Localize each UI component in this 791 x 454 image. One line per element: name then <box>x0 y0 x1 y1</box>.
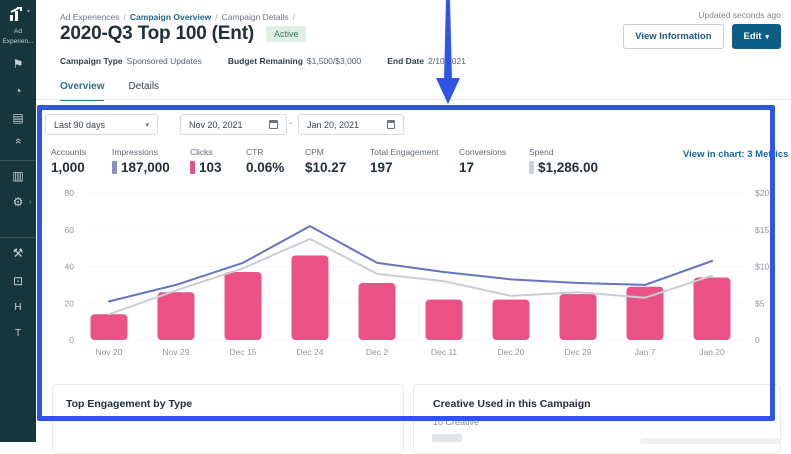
meta-label: End Date <box>387 56 425 66</box>
top-engagement-card: Top Engagement by Type <box>52 384 404 454</box>
clicks-color-chip <box>190 161 195 174</box>
metric-conversions: Conversions 17 <box>459 147 507 175</box>
tab-bar: Overview Details <box>60 81 159 101</box>
tools-icon[interactable]: ⚒ <box>12 246 24 260</box>
svg-text:$20: $20 <box>755 188 769 198</box>
end-date-input[interactable] <box>298 114 404 135</box>
svg-text:0: 0 <box>69 335 74 345</box>
updated-timestamp: Updated seconds ago <box>698 10 781 20</box>
svg-text:Dec 11: Dec 11 <box>431 347 458 357</box>
performance-chart: 0 0 20 $5 40 $10 60 $15 80 $20 Nov 20 Nov 29 Dec 15 D… <box>65 188 770 357</box>
calendar-icon <box>387 120 395 129</box>
svg-text:Nov 29: Nov 29 <box>163 347 190 357</box>
impressions-color-chip <box>112 161 117 174</box>
metric-ctr: CTR 0.06% <box>246 147 285 175</box>
svg-text:Dec 15: Dec 15 <box>230 347 257 357</box>
svg-text:Jan 7: Jan 7 <box>635 347 656 357</box>
analytics-logo-icon <box>10 5 22 21</box>
metric-cpm: CPM $10.27 <box>305 147 347 175</box>
sidebar-divider <box>0 160 36 161</box>
page-title: 2020-Q3 Top 100 (Ent) <box>60 23 254 44</box>
svg-text:$10: $10 <box>755 262 769 272</box>
start-date-input[interactable] <box>180 114 287 135</box>
headline-icon[interactable]: H <box>14 302 22 313</box>
start-date-value[interactable] <box>189 119 269 130</box>
view-in-chart-dropdown[interactable]: View in chart: 3 Metrics▾ <box>683 149 789 160</box>
tab-details[interactable]: Details <box>128 81 160 92</box>
meta-value: Sponsored Updates <box>126 56 202 66</box>
spend-color-chip <box>529 161 534 174</box>
svg-text:Jan 20: Jan 20 <box>699 347 725 357</box>
metric-impressions: Impressions 187,000 <box>112 147 170 175</box>
gauge-icon[interactable]: ◔ <box>14 84 22 98</box>
meta-value: 2/10/2021 <box>428 56 466 66</box>
svg-text:$5: $5 <box>755 298 765 308</box>
gear-chevron-icon: › <box>29 197 32 206</box>
text-tool-icon[interactable]: T <box>14 328 22 339</box>
breadcrumb-item[interactable]: Ad Experiences <box>60 12 120 22</box>
svg-text:0: 0 <box>755 335 760 345</box>
breadcrumb: Ad Experiences / Campaign Overview / Campaig… <box>60 12 296 22</box>
annotation-arrow-icon <box>436 0 460 104</box>
metric-spend: Spend $1,286.00 <box>529 147 599 175</box>
svg-text:Dec 2: Dec 2 <box>366 347 388 357</box>
view-information-button[interactable]: View Information <box>623 24 724 49</box>
app-logo[interactable]: ▾ Ad Experien... <box>0 5 36 46</box>
gear-icon[interactable]: ⚙ <box>12 195 24 209</box>
card-title: Creative Used in this Campaign <box>433 398 591 410</box>
svg-text:$15: $15 <box>755 225 769 235</box>
edit-button[interactable]: Edit ▾ <box>731 24 781 49</box>
svg-text:Nov 20: Nov 20 <box>96 347 123 357</box>
breadcrumb-item[interactable]: Campaign Details <box>221 12 289 22</box>
logo-label-line1: Ad <box>14 28 22 35</box>
breadcrumb-item-campaign-overview[interactable]: Campaign Overview <box>129 12 212 22</box>
metric-clicks: Clicks 103 <box>190 147 222 175</box>
library-icon[interactable]: ▥ <box>12 169 24 183</box>
tab-overview[interactable]: Overview <box>60 81 105 101</box>
tabbar-divider <box>36 99 791 100</box>
meta-label: Campaign Type <box>60 56 123 66</box>
svg-text:Dec 20: Dec 20 <box>498 347 525 357</box>
creative-thumbnail-stub <box>432 434 462 442</box>
metric-total-engagement: Total Engagement 197 <box>370 147 439 175</box>
svg-text:80: 80 <box>65 188 75 198</box>
logo-caret-icon[interactable]: ▾ <box>27 9 31 15</box>
flag-icon[interactable]: ⚑ <box>12 57 24 71</box>
date-range-separator: - <box>289 118 292 128</box>
monitor-icon[interactable]: ⊡ <box>12 274 24 288</box>
campaign-meta: Campaign Type Sponsored Updates Budget Re… <box>60 56 466 66</box>
logo-label-line2: Experien... <box>2 38 34 45</box>
calendar-icon <box>269 120 278 129</box>
card-icon[interactable]: ▤ <box>12 111 24 125</box>
svg-text:60: 60 <box>65 225 75 235</box>
chevron-down-icon: ▾ <box>145 121 149 129</box>
end-date-value[interactable] <box>307 119 387 130</box>
collapse-up-icon[interactable]: « <box>12 137 24 145</box>
date-range-select[interactable]: Last 90 days ▾ <box>45 114 158 135</box>
metric-accounts: Accounts 1,000 <box>51 147 86 175</box>
status-badge: Active <box>265 26 307 42</box>
meta-label: Budget Remaining <box>227 56 303 66</box>
svg-text:Dec 29: Dec 29 <box>565 347 592 357</box>
meta-value: $1,500/$3,000 <box>306 56 362 66</box>
creative-count: 10 Creative <box>433 417 480 427</box>
sidebar: ▾ Ad Experien... ⚑ ◔ ▤ « ▥ ⚙ › ⚒ ⊡ H T <box>0 0 36 442</box>
creative-thumbnail-stub <box>640 438 781 444</box>
card-title: Top Engagement by Type <box>66 398 193 410</box>
svg-text:20: 20 <box>65 298 75 308</box>
svg-text:40: 40 <box>65 262 75 272</box>
svg-text:Dec 24: Dec 24 <box>297 347 324 357</box>
edit-caret-icon: ▾ <box>765 34 769 41</box>
sidebar-divider <box>0 237 36 238</box>
